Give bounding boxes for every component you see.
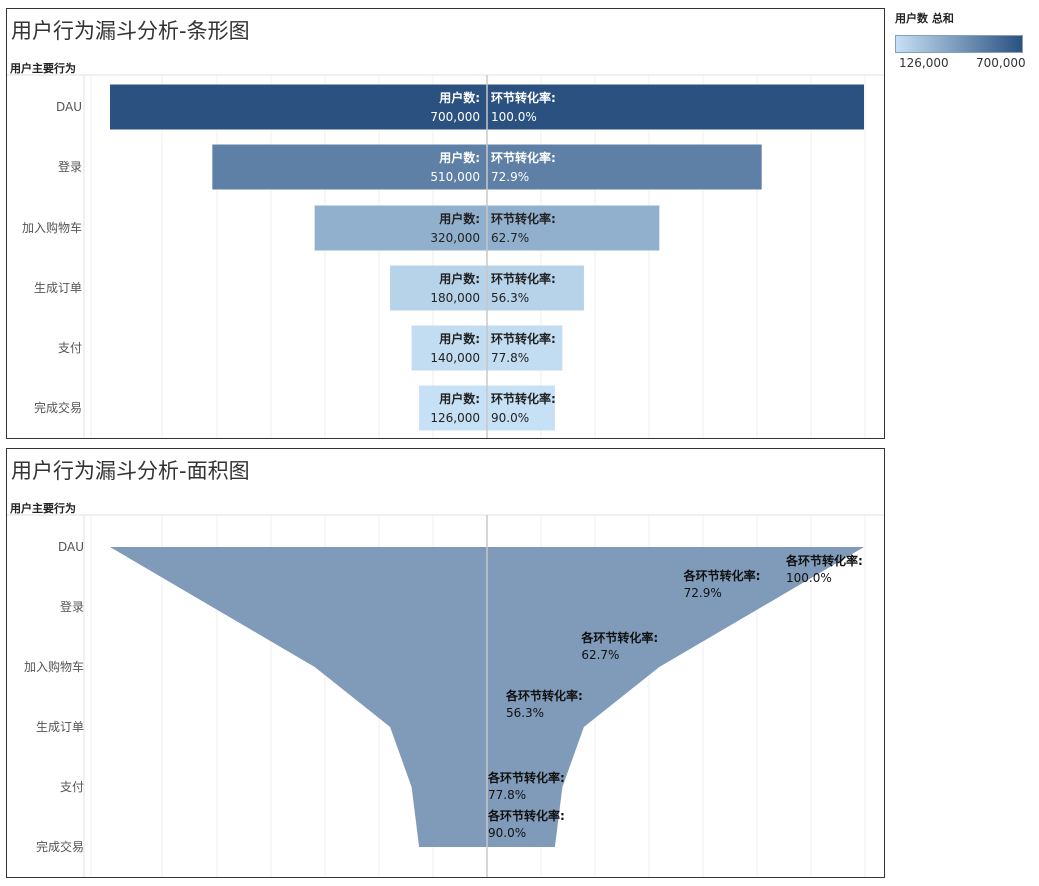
bar-category-label: 加入购物车 [22, 220, 82, 235]
bar-rate-value: 62.7% [491, 231, 529, 245]
area-rate-caption: 各环节转化率: [487, 770, 565, 785]
bar-users-value: 140,000 [430, 351, 480, 365]
bar-rate-caption: 环节转化率: [491, 150, 556, 165]
bar-users-value: 700,000 [430, 110, 480, 124]
bar-rate-caption: 环节转化率: [491, 90, 556, 105]
area-rate-caption: 各环节转化率: [683, 568, 761, 583]
bar-category-label: 生成订单 [34, 281, 82, 295]
bar-users-value: 510,000 [430, 170, 480, 184]
bar-rate-value: 56.3% [491, 291, 529, 305]
bar-users-caption: 用户数: [438, 331, 480, 346]
area-category-label: 生成订单 [36, 720, 84, 734]
legend-color-ramp [895, 35, 1023, 53]
area-rate-caption: 各环节转化率: [785, 553, 863, 568]
bar-chart-svg: DAU用户数:700,000环节转化率:100.0%登录用户数:510,000环… [7, 74, 884, 438]
area-rate-value: 90.0% [488, 826, 526, 840]
area-rate-value: 62.7% [581, 648, 619, 662]
area-chart-panel: 用户行为漏斗分析-面积图 用户主要行为 DAU 登录加入购物车生成订单支付完成交易… [6, 448, 885, 878]
area-rate-value: 56.3% [506, 706, 544, 720]
bar-users-caption: 用户数: [438, 391, 480, 406]
bar-rate-value: 72.9% [491, 170, 529, 184]
area-chart-row-header: 用户主要行为 [10, 502, 76, 515]
area-category-label: 完成交易 [36, 839, 84, 854]
area-rate-value: 100.0% [786, 571, 832, 585]
bar-rate-caption: 环节转化率: [491, 331, 556, 346]
area-rate-value: 77.8% [488, 788, 526, 802]
area-rate-caption: 各环节转化率: [487, 808, 565, 823]
bar-users-caption: 用户数: [438, 90, 480, 105]
area-rate-value: 72.9% [684, 586, 722, 600]
legend-min-label: 126,000 [899, 56, 949, 70]
color-legend: 用户数 总和 126,000 700,000 [895, 10, 1030, 72]
bar-rate-value: 100.0% [491, 110, 537, 124]
bar-users-caption: 用户数: [438, 271, 480, 286]
bar-users-caption: 用户数: [438, 211, 480, 226]
bar-category-label: 支付 [58, 341, 82, 355]
bar-rate-value: 77.8% [491, 351, 529, 365]
bar-chart-row-header: 用户主要行为 [10, 62, 76, 75]
area-category-label: 加入购物车 [24, 659, 84, 674]
area-rate-caption: 各环节转化率: [505, 688, 583, 703]
bar-users-value: 126,000 [430, 411, 480, 425]
legend-max-label: 700,000 [976, 56, 1026, 70]
area-category-label: DAU [58, 540, 84, 554]
bar-users-caption: 用户数: [438, 150, 480, 165]
bar-category-label: 登录 [58, 159, 82, 174]
bar-users-value: 180,000 [430, 291, 480, 305]
area-rate-caption: 各环节转化率: [580, 630, 658, 645]
bar-chart-panel: 用户行为漏斗分析-条形图 用户主要行为 DAU 用户数: 700,000 环节转化率:… [6, 8, 885, 439]
bar-users-value: 320,000 [430, 231, 480, 245]
bar-rate-value: 90.0% [491, 411, 529, 425]
area-chart-title: 用户行为漏斗分析-面积图 [11, 459, 250, 483]
bar-rate-caption: 环节转化率: [491, 271, 556, 286]
bar-category-label: 完成交易 [34, 400, 82, 415]
bar-chart-title: 用户行为漏斗分析-条形图 [11, 19, 250, 43]
area-category-label: 支付 [60, 780, 84, 794]
bar-rate-caption: 环节转化率: [491, 211, 556, 226]
bar-rate-caption: 环节转化率: [491, 391, 556, 406]
bar-category-label: DAU [56, 100, 82, 114]
legend-title: 用户数 总和 [895, 12, 954, 25]
area-category-label: 登录 [60, 599, 84, 614]
